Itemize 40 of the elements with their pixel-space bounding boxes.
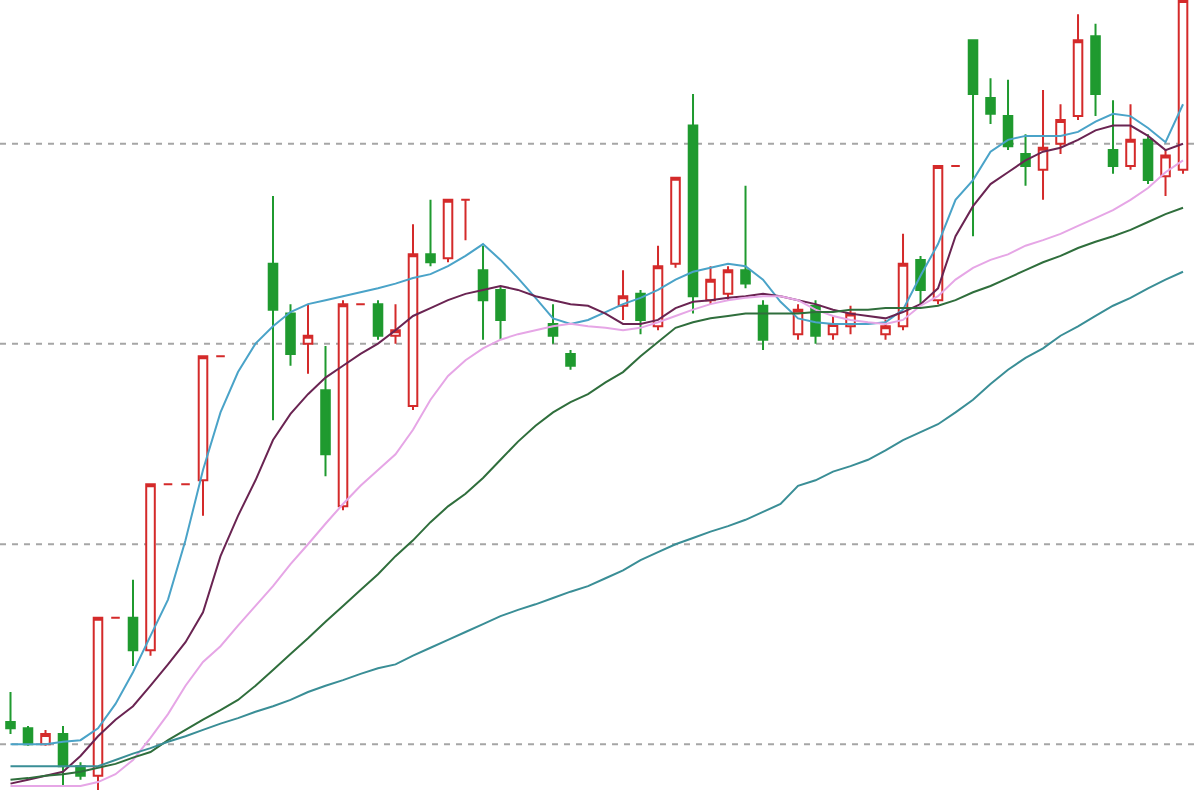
candlestick [635, 288, 646, 336]
candlestick [477, 244, 489, 341]
candlestick [145, 483, 156, 657]
candlestick [757, 299, 769, 351]
candlestick [617, 269, 629, 321]
candlestick [547, 303, 559, 345]
candlestick [197, 355, 209, 517]
candlestick [1090, 22, 1101, 118]
candlestick [302, 303, 314, 375]
candlestick [740, 184, 751, 290]
candlestick [495, 284, 506, 341]
candlestick [1037, 89, 1049, 201]
candlestick [1107, 99, 1119, 175]
candlestick [687, 93, 699, 315]
candlestick [1020, 133, 1031, 187]
candlestick [127, 578, 139, 667]
candlestick [565, 348, 576, 371]
candlestick [1142, 133, 1154, 186]
candlestick [880, 318, 891, 341]
candlestick [1072, 13, 1084, 122]
candlestick [1160, 149, 1171, 197]
candlestick [337, 299, 349, 512]
candlestick [460, 198, 471, 242]
candlestick [705, 265, 716, 306]
candlestick [985, 77, 996, 126]
candlestick [5, 691, 16, 735]
candlestick [442, 198, 454, 264]
candlestick [425, 198, 436, 268]
candlestick [1002, 78, 1014, 152]
candlestick [320, 345, 331, 478]
candlestick [267, 194, 279, 422]
candlestick [1055, 103, 1066, 156]
candlestick [390, 303, 401, 345]
candlestick [407, 223, 419, 411]
candlestick [967, 39, 979, 238]
candlestick [372, 299, 384, 341]
candlestick [1125, 103, 1136, 171]
candlestick [722, 265, 734, 302]
candlestick [285, 303, 296, 367]
candlestick [670, 176, 681, 269]
